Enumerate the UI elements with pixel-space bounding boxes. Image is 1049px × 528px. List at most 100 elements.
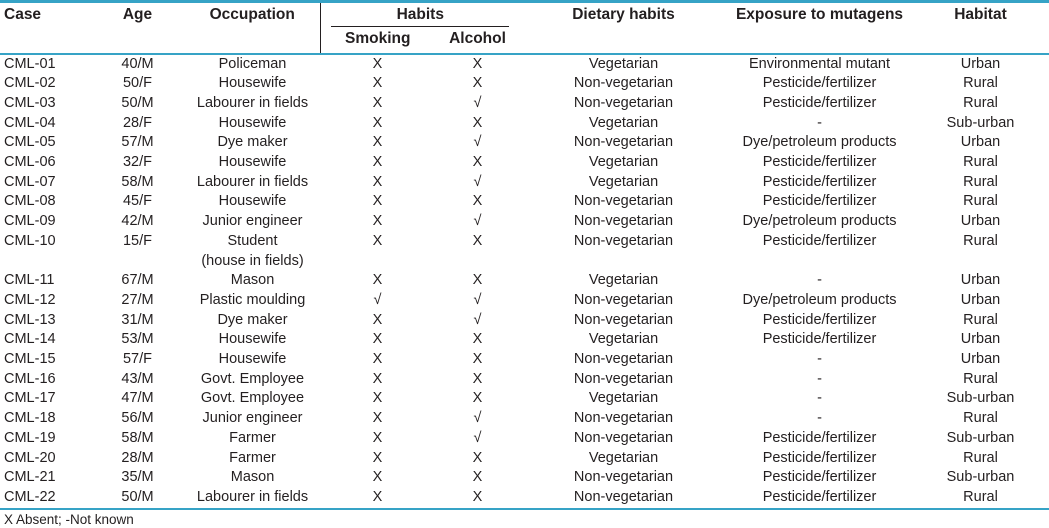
cell-habitat: Rural	[963, 370, 998, 387]
cell-age: 27/M	[121, 291, 154, 308]
cell-alcohol: X	[472, 449, 483, 466]
cell-case: CML-15	[4, 351, 56, 368]
cell-exposure: -	[817, 272, 822, 289]
cell-age: 58/M	[121, 173, 154, 190]
cell-exposure: Pesticide/fertilizer	[762, 449, 877, 466]
cell-age: 57/M	[121, 134, 154, 151]
cell-age: 31/M	[121, 311, 154, 328]
cell-habitat: Rural	[963, 449, 998, 466]
cell-habitat: Rural	[963, 311, 998, 328]
cell-dietary: Non-vegetarian	[573, 410, 674, 427]
cell-exposure: Pesticide/fertilizer	[762, 331, 877, 348]
cell-alcohol: √	[473, 173, 482, 190]
header-row-sub: Smoking Alcohol	[0, 28, 1049, 54]
cell-dietary: Non-vegetarian	[573, 469, 674, 486]
cell-dietary: Vegetarian	[588, 272, 659, 289]
cell-age: 45/F	[122, 193, 152, 210]
cell-occupation: Govt. Employee	[200, 390, 305, 407]
cell-habitat: Rural	[963, 232, 998, 249]
cell-smoking: X	[372, 410, 383, 427]
cell-habitat: Urban	[960, 331, 1001, 348]
cell-case: CML-03	[4, 94, 56, 111]
cell-dietary: Non-vegetarian	[573, 193, 674, 210]
cell-exposure: Pesticide/fertilizer	[762, 193, 877, 210]
habits-group-label: Habits	[331, 6, 510, 27]
cell-exposure: Dye/petroleum products	[742, 291, 897, 308]
cell-habitat: Urban	[960, 213, 1001, 230]
table-row: CML-14 53/M Housewife X X Vegetarian Pesticide…	[0, 330, 1049, 350]
cell-exposure: Pesticide/fertilizer	[762, 488, 877, 505]
cell-case: CML-17	[4, 390, 56, 407]
cell-dietary: Non-vegetarian	[573, 94, 674, 111]
cell-alcohol: X	[472, 114, 483, 131]
cell-exposure: Pesticide/fertilizer	[762, 469, 877, 486]
table-body: CML-01 40/M Policeman X X Vegetarian Environme…	[0, 54, 1049, 509]
cell-habitat: Sub-urban	[946, 114, 1015, 131]
cell-occupation: Farmer	[229, 449, 276, 466]
cell-occupation: Farmer	[229, 429, 276, 446]
column-header-age: Age	[122, 6, 153, 23]
cell-age: 58/M	[121, 429, 154, 446]
cell-case: CML-20	[4, 449, 56, 466]
cell-dietary: Vegetarian	[588, 449, 659, 466]
cell-occupation: Govt. Employee	[200, 370, 305, 387]
table-row: CML-09 42/M Junior engineer X √ Non-vegetaria…	[0, 212, 1049, 232]
table-footnote: X Absent; -Not known	[4, 511, 134, 527]
cell-smoking: X	[372, 449, 383, 466]
cell-case: CML-14	[4, 331, 56, 348]
cell-occupation: Housewife	[218, 114, 287, 131]
column-header-habitat: Habitat	[954, 6, 1007, 23]
table-row: CML-04 28/F Housewife X X Vegetarian - Sub-urba…	[0, 114, 1049, 134]
cell-smoking: X	[372, 429, 383, 446]
cell-alcohol: √	[473, 429, 482, 446]
cell-exposure: Dye/petroleum products	[742, 213, 897, 230]
cell-alcohol: X	[472, 469, 483, 486]
cell-age: 42/M	[121, 213, 154, 230]
cell-alcohol: √	[473, 291, 482, 308]
cell-alcohol: X	[472, 55, 483, 72]
table-row: CML-02 50/F Housewife X X Non-vegetarian Pesti…	[0, 74, 1049, 94]
cell-occupation: Housewife	[218, 193, 287, 210]
table-row: CML-19 58/M Farmer X √ Non-vegetarian Pesticid…	[0, 429, 1049, 449]
cell-dietary: Vegetarian	[588, 173, 659, 190]
cell-case: CML-04	[4, 114, 56, 131]
cell-alcohol: X	[472, 154, 483, 171]
cell-alcohol: X	[472, 232, 483, 249]
cell-exposure: Dye/petroleum products	[742, 134, 897, 151]
cell-habitat: Urban	[960, 351, 1001, 368]
cell-case: CML-07	[4, 173, 56, 190]
cell-case: CML-08	[4, 193, 56, 210]
cell-alcohol: X	[472, 331, 483, 348]
cell-habitat: Sub-urban	[946, 429, 1015, 446]
cell-occupation: Junior engineer	[202, 213, 303, 230]
cell-age: 35/M	[121, 469, 154, 486]
cell-case: CML-05	[4, 134, 56, 151]
cell-habitat: Rural	[963, 75, 998, 92]
cell-smoking: X	[372, 351, 383, 368]
table-row: CML-16 43/M Govt. Employee X X Non-vegetarian…	[0, 370, 1049, 390]
cell-exposure: -	[817, 351, 822, 368]
cell-occupation: Mason	[230, 469, 275, 486]
cell-age: 28/M	[121, 449, 154, 466]
column-header-habits-group: Habits	[319, 1, 520, 29]
cell-smoking: X	[372, 154, 383, 171]
cell-smoking: X	[372, 55, 383, 72]
cell-dietary: Non-vegetarian	[573, 351, 674, 368]
cell-habitat: Rural	[963, 410, 998, 427]
cell-occupation: Student (house in fields)	[185, 232, 320, 271]
cell-smoking: X	[372, 488, 383, 505]
cell-case: CML-02	[4, 75, 56, 92]
cell-smoking: X	[372, 469, 383, 486]
cell-occupation: Plastic moulding	[199, 291, 306, 308]
cell-smoking: X	[372, 232, 383, 249]
cell-smoking: X	[372, 193, 383, 210]
cell-exposure: Pesticide/fertilizer	[762, 75, 877, 92]
cell-age: 67/M	[121, 272, 154, 289]
cell-occupation: Policeman	[218, 55, 287, 72]
table-row: CML-11 67/M Mason X X Vegetarian - Urban	[0, 271, 1049, 291]
cell-occupation: Junior engineer	[202, 410, 303, 427]
occupation-note: (house in fields)	[201, 252, 304, 269]
cell-age: 28/F	[122, 114, 152, 131]
cell-habitat: Urban	[960, 272, 1001, 289]
cell-age: 15/F	[122, 232, 152, 249]
